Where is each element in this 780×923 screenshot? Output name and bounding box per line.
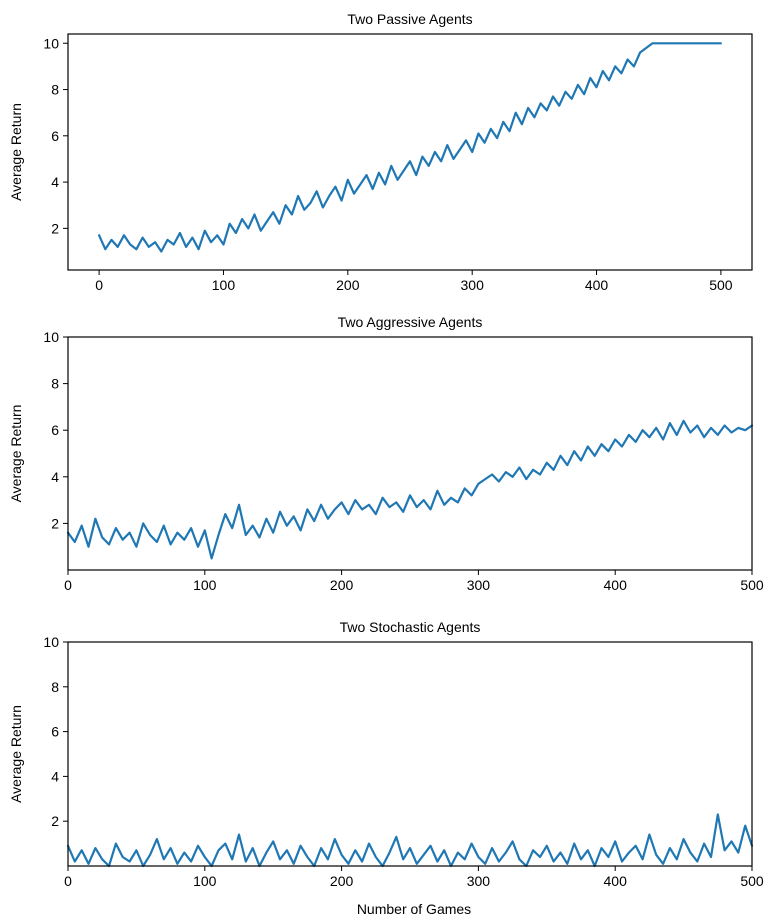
y-tick-label: 8 xyxy=(51,376,59,392)
x-axis-label: Number of Games xyxy=(357,901,471,917)
x-tick-label: 500 xyxy=(740,873,764,889)
x-tick-label: 200 xyxy=(336,277,360,293)
x-tick-label: 100 xyxy=(212,277,236,293)
plot-frame xyxy=(67,33,753,271)
y-tick-label: 4 xyxy=(51,174,59,190)
x-tick-label: 400 xyxy=(604,577,628,593)
y-tick-label: 8 xyxy=(51,679,59,695)
x-tick-label: 200 xyxy=(330,577,354,593)
subplot-two-stochastic-agents: Two Stochastic Agents Average Return 0 100 2… xyxy=(8,619,764,889)
x-tick-label: 300 xyxy=(467,577,491,593)
y-tick-label: 6 xyxy=(51,128,59,144)
y-tick-label: 2 xyxy=(51,220,59,236)
y-tick-label: 10 xyxy=(43,634,59,650)
y-tick-label: 6 xyxy=(51,724,59,740)
chart-title: Two Aggressive Agents xyxy=(338,314,483,330)
x-tick-label: 200 xyxy=(330,873,354,889)
subplot-two-passive-agents: Two Passive Agents Average Return 0 100 200 3… xyxy=(8,11,753,293)
x-tick-label: 400 xyxy=(585,277,609,293)
x-tick-label: 100 xyxy=(193,577,217,593)
x-tick-label: 500 xyxy=(740,577,764,593)
x-tick-label: 300 xyxy=(467,873,491,889)
x-tick-label: 500 xyxy=(709,277,733,293)
chart-title: Two Stochastic Agents xyxy=(340,619,481,635)
y-tick-label: 2 xyxy=(51,813,59,829)
x-tick-label: 0 xyxy=(64,873,72,889)
x-tick-label: 400 xyxy=(604,873,628,889)
x-tick-label: 0 xyxy=(64,577,72,593)
y-tick-label: 4 xyxy=(51,768,59,784)
y-tick-label: 10 xyxy=(43,329,59,345)
y-tick-label: 4 xyxy=(51,469,59,485)
series-line xyxy=(66,813,754,868)
y-axis-label: Average Return xyxy=(8,103,24,201)
series-line xyxy=(66,419,754,560)
y-axis-label: Average Return xyxy=(8,405,24,503)
series-line xyxy=(98,42,722,253)
plot-frame xyxy=(67,336,753,571)
y-axis-label: Average Return xyxy=(8,705,24,803)
y-tick-label: 6 xyxy=(51,422,59,438)
y-tick-label: 10 xyxy=(43,35,59,51)
chart-title: Two Passive Agents xyxy=(347,11,472,27)
y-tick-label: 2 xyxy=(51,515,59,531)
plot-frame xyxy=(67,641,753,867)
x-tick-label: 100 xyxy=(193,873,217,889)
x-tick-label: 300 xyxy=(461,277,485,293)
y-tick-label: 8 xyxy=(51,82,59,98)
x-tick-label: 0 xyxy=(95,277,103,293)
subplot-two-aggressive-agents: Two Aggressive Agents Average Return 0 100 2… xyxy=(8,314,764,593)
